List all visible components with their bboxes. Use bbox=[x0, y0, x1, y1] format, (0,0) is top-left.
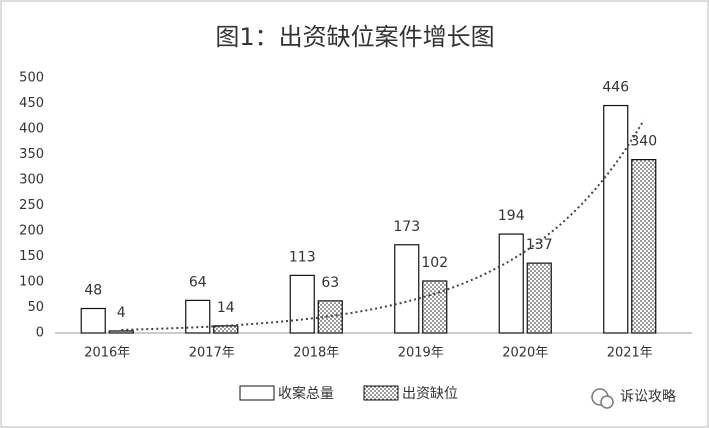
bar bbox=[631, 159, 657, 334]
legend-label: 出资缺位 bbox=[402, 386, 458, 402]
bar bbox=[108, 330, 134, 334]
x-tick-label: 2019年 bbox=[398, 346, 444, 361]
bar bbox=[498, 233, 524, 334]
legend-label: 收案总量 bbox=[278, 385, 334, 402]
x-tick-label: 2021年 bbox=[607, 346, 653, 361]
legend-swatch bbox=[239, 385, 275, 401]
x-tick-label: 2018年 bbox=[293, 346, 339, 361]
chart-title: 图1：出资缺位案件增长图 bbox=[215, 23, 494, 51]
watermark: 诉讼攻略 bbox=[620, 389, 676, 405]
trendline bbox=[121, 119, 645, 331]
y-tick-label: 450 bbox=[19, 96, 44, 111]
x-tick-label: 2016年 bbox=[84, 346, 130, 361]
value-label: 194 bbox=[498, 208, 525, 224]
value-label: 446 bbox=[602, 80, 629, 96]
value-label: 173 bbox=[393, 219, 420, 235]
y-tick-label: 50 bbox=[27, 300, 44, 315]
y-tick-label: 400 bbox=[19, 122, 44, 137]
bar bbox=[394, 244, 420, 334]
bar bbox=[80, 307, 106, 334]
bar bbox=[603, 104, 629, 334]
y-tick-label: 500 bbox=[19, 71, 44, 86]
y-tick-label: 150 bbox=[19, 249, 44, 264]
value-label: 63 bbox=[321, 275, 339, 291]
value-label: 48 bbox=[84, 283, 102, 299]
y-tick-label: 0 bbox=[36, 326, 44, 341]
value-label: 4 bbox=[117, 305, 126, 321]
bar bbox=[422, 280, 448, 334]
value-label: 102 bbox=[421, 255, 448, 271]
value-label: 340 bbox=[630, 134, 657, 150]
bar bbox=[526, 262, 552, 334]
y-tick-label: 200 bbox=[19, 224, 44, 239]
x-tick-label: 2017年 bbox=[189, 346, 235, 361]
y-tick-label: 300 bbox=[19, 173, 44, 188]
watermark-icon bbox=[591, 388, 614, 409]
bar bbox=[213, 325, 239, 334]
y-tick-label: 350 bbox=[19, 147, 44, 162]
value-label: 64 bbox=[189, 274, 207, 290]
x-tick-label: 2020年 bbox=[502, 346, 548, 361]
bar bbox=[289, 274, 315, 334]
value-label: 137 bbox=[526, 237, 553, 253]
y-tick-label: 250 bbox=[19, 198, 44, 213]
value-label: 113 bbox=[289, 249, 316, 265]
y-tick-label: 100 bbox=[19, 275, 44, 290]
value-label: 14 bbox=[217, 300, 235, 316]
legend-swatch bbox=[363, 385, 399, 401]
